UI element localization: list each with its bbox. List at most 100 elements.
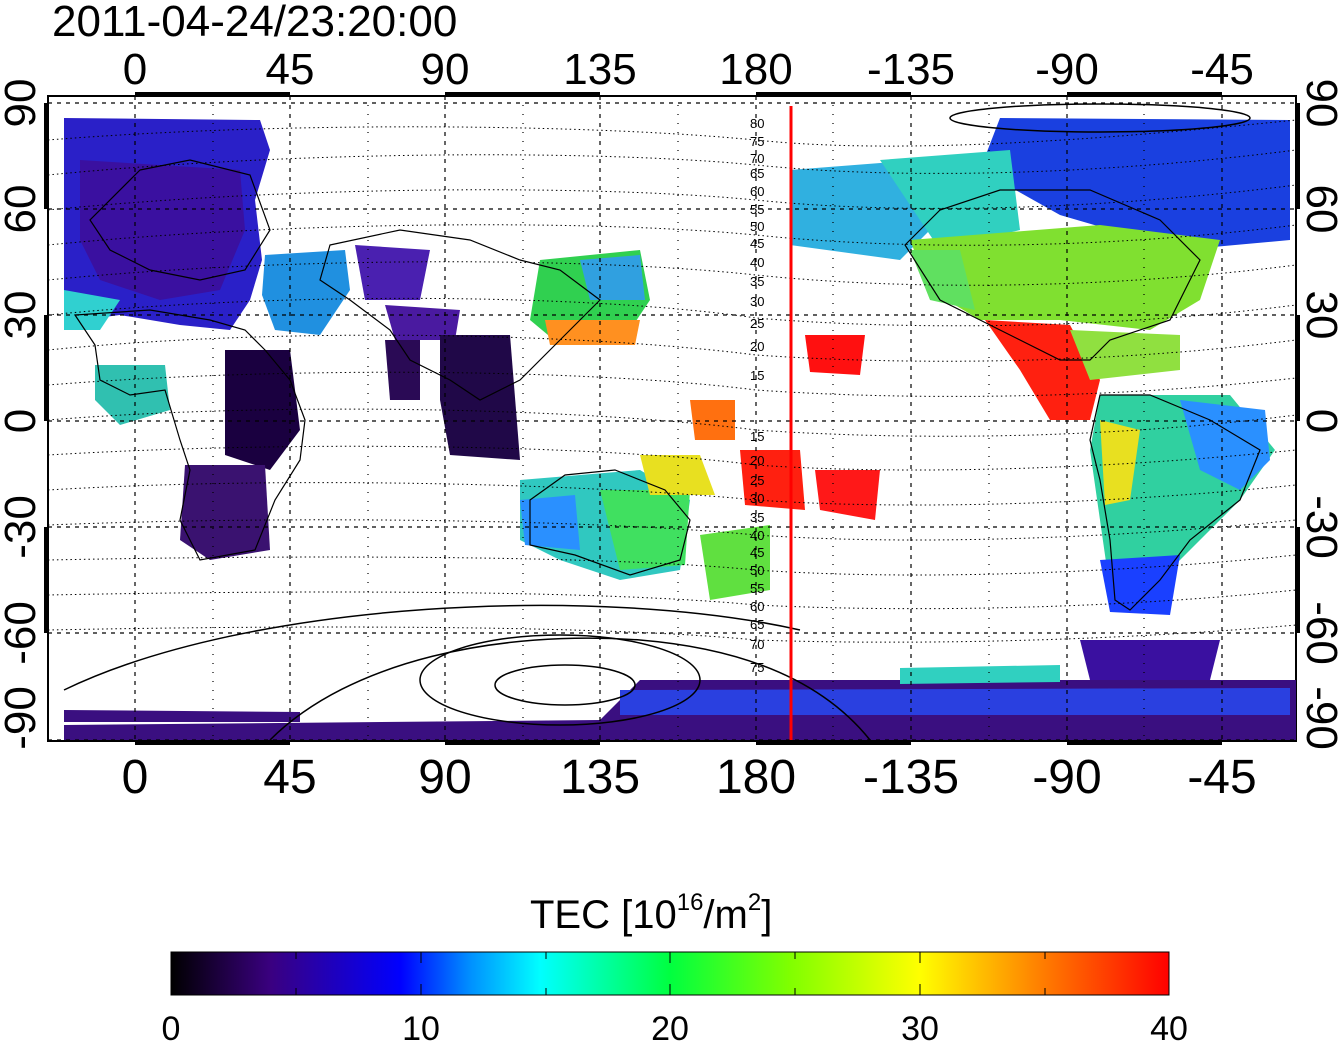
contour-label: 35 bbox=[750, 510, 764, 525]
region-sa-east bbox=[1180, 400, 1270, 490]
contour-label: 15 bbox=[750, 429, 764, 444]
contour-labels: 80 75 70 65 60 55 50 45 40 35 30 25 20 1… bbox=[750, 116, 764, 675]
top-lon-tick: 45 bbox=[266, 45, 315, 94]
colorbar-tick: 20 bbox=[651, 1010, 689, 1042]
bottom-lon-tick: 45 bbox=[263, 751, 316, 804]
region-pacific-south2 bbox=[815, 470, 880, 520]
contour-label: 25 bbox=[750, 316, 764, 331]
region-australia-west bbox=[520, 495, 580, 550]
colorbar-label-mid: /m bbox=[703, 893, 747, 937]
region-nz bbox=[700, 525, 770, 600]
region-africa-east bbox=[225, 350, 300, 470]
colorbar-tick: 0 bbox=[162, 1010, 181, 1042]
bottom-lon-tick: -45 bbox=[1187, 751, 1256, 804]
contour-label: 20 bbox=[750, 339, 764, 354]
region-central-america bbox=[985, 320, 1100, 420]
top-lon-tick: 0 bbox=[123, 45, 147, 94]
timestamp-title: 2011-04-24/23:20:00 bbox=[52, 0, 457, 46]
region-na-west bbox=[910, 250, 975, 310]
region-canada bbox=[980, 118, 1290, 250]
top-lon-tick: 180 bbox=[719, 45, 792, 94]
right-lat-tick: 90 bbox=[1297, 79, 1340, 128]
coastlines bbox=[73, 159, 1261, 611]
left-lat-tick: 0 bbox=[0, 409, 45, 433]
top-lon-tick: 135 bbox=[563, 45, 636, 94]
region-sa-south bbox=[1100, 555, 1180, 615]
colorbar-minor-ticks bbox=[295, 952, 1046, 995]
contour-label: 55 bbox=[750, 202, 764, 217]
left-lat-tick: 60 bbox=[0, 185, 45, 234]
bottom-lon-tick: 180 bbox=[716, 751, 796, 804]
contour-label: 40 bbox=[750, 528, 764, 543]
region-antarctica-ring bbox=[900, 665, 1060, 684]
contour-label: 30 bbox=[750, 491, 764, 506]
region-pacific-mid bbox=[690, 400, 735, 440]
contour-label: 35 bbox=[750, 274, 764, 289]
region-australia-east bbox=[600, 490, 690, 570]
bottom-lon-tick: 135 bbox=[560, 751, 640, 804]
colorbar-tick: 10 bbox=[402, 1010, 440, 1042]
colorbar-label-sup1: 16 bbox=[677, 889, 704, 916]
bottom-lon-tick: 90 bbox=[418, 751, 471, 804]
right-lat-tick: 0 bbox=[1297, 409, 1340, 433]
region-caribbean bbox=[1070, 330, 1180, 380]
region-east-asia-north bbox=[580, 255, 645, 300]
contour-label: 45 bbox=[750, 545, 764, 560]
colorbar-label-end: ] bbox=[761, 893, 772, 937]
left-lat-tick: 90 bbox=[0, 79, 45, 128]
right-lat-tick: 30 bbox=[1297, 291, 1340, 340]
contour-label: 60 bbox=[750, 599, 764, 614]
contour-label: 65 bbox=[750, 617, 764, 632]
left-lat-tick: 30 bbox=[0, 291, 45, 340]
region-antarctica-blue bbox=[620, 688, 1290, 715]
contour-label: 55 bbox=[750, 581, 764, 596]
left-lat-tick: -30 bbox=[0, 495, 45, 559]
top-lon-axis: 0 45 90 135 180 -135 -90 -45 bbox=[123, 45, 1254, 94]
colorbar-label: TEC [1016/m2] bbox=[530, 889, 772, 937]
region-europe-inner bbox=[80, 160, 245, 300]
bottom-lon-tick: 0 bbox=[122, 751, 149, 804]
bottom-lon-tick: -135 bbox=[863, 751, 959, 804]
region-north-america bbox=[910, 225, 1220, 330]
right-lat-axis: 90 60 30 0 -30 -60 -90 bbox=[1297, 79, 1340, 750]
contour-label: 50 bbox=[750, 219, 764, 234]
left-lat-tick: -60 bbox=[0, 601, 45, 665]
region-sa-west bbox=[1100, 420, 1140, 505]
contour-label: 75 bbox=[750, 660, 764, 675]
top-lon-tick: -45 bbox=[1190, 45, 1254, 94]
contour-label: 70 bbox=[750, 151, 764, 166]
left-lat-axis: 90 60 30 0 -30 -60 -90 bbox=[0, 79, 45, 750]
colorbar-label-main: TEC [10 bbox=[530, 893, 677, 937]
contour-label: 80 bbox=[750, 116, 764, 131]
right-lat-tick: -30 bbox=[1297, 495, 1340, 559]
frame-ticks bbox=[44, 92, 1300, 745]
right-lat-tick: 60 bbox=[1297, 185, 1340, 234]
contour-label: 45 bbox=[750, 236, 764, 251]
map-content bbox=[48, 96, 1296, 741]
region-indochina bbox=[440, 335, 520, 460]
colorbar-tick: 30 bbox=[901, 1010, 939, 1042]
contour-label: 70 bbox=[750, 637, 764, 652]
right-lat-tick: -60 bbox=[1297, 601, 1340, 665]
colorbar-tick: 40 bbox=[1150, 1010, 1188, 1042]
right-lat-tick: -90 bbox=[1297, 686, 1340, 750]
region-north-pacific bbox=[790, 160, 930, 260]
left-lat-tick: -90 bbox=[0, 686, 45, 750]
top-lon-tick: -90 bbox=[1035, 45, 1099, 94]
region-central-asia bbox=[355, 245, 430, 300]
contour-label: 40 bbox=[750, 255, 764, 270]
contour-label: 30 bbox=[750, 294, 764, 309]
region-india bbox=[385, 305, 460, 340]
contour-label: 75 bbox=[750, 134, 764, 149]
region-africa-south bbox=[180, 465, 270, 560]
top-lon-tick: -135 bbox=[867, 45, 955, 94]
contour-label: 65 bbox=[750, 166, 764, 181]
contour-label: 50 bbox=[750, 563, 764, 578]
magnetic-contours bbox=[48, 119, 1296, 643]
region-middle-east bbox=[262, 250, 350, 335]
contour-label: 25 bbox=[750, 473, 764, 488]
colorbar-label-sup2: 2 bbox=[748, 889, 761, 916]
contour-label: 15 bbox=[750, 368, 764, 383]
contour-label: 60 bbox=[750, 184, 764, 199]
contour-label: 20 bbox=[750, 453, 764, 468]
